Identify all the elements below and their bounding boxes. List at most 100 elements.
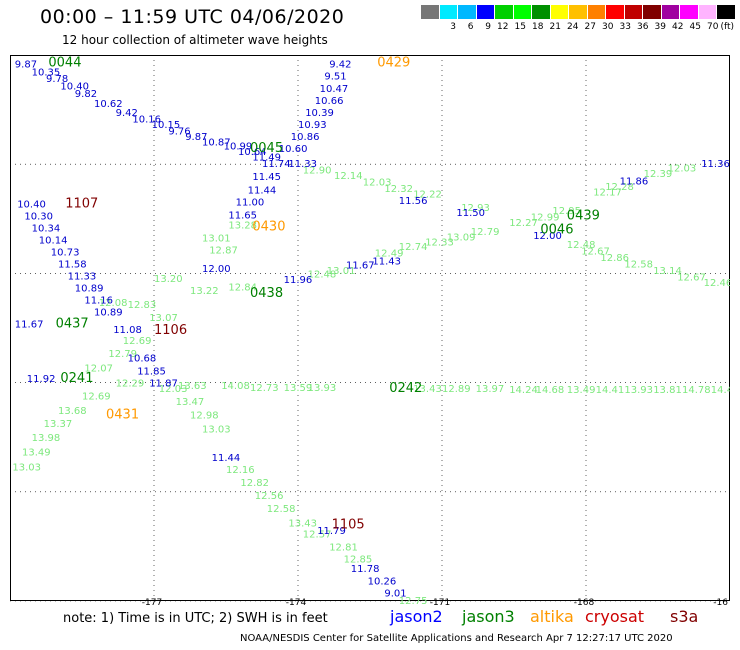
jason3-wave-value: 12.81 xyxy=(329,542,358,553)
jason3-wave-value: 13.93 xyxy=(308,383,337,394)
pass-time-label: 0429 xyxy=(377,56,410,71)
x-tick-label: -174 xyxy=(286,598,307,605)
jason2-wave-value: 9.76 xyxy=(168,126,190,137)
scale-swatch xyxy=(550,5,569,19)
jason2-wave-value: 11.08 xyxy=(113,325,142,336)
credit-line: NOAA/NESDIS Center for Satellite Applica… xyxy=(240,633,673,644)
jason2-wave-value: 9.42 xyxy=(329,60,351,71)
jason2-wave-value: 11.86 xyxy=(620,177,649,188)
jason3-wave-value: 12.29 xyxy=(116,379,145,390)
jason3-wave-value: 13.98 xyxy=(32,433,61,444)
jason3-wave-value: 12.58 xyxy=(624,260,653,271)
jason3-wave-value: 13.37 xyxy=(44,419,73,430)
color-scale-labels: 3 6 9 12 15 18 21 24 27 30 33 36 39 42 45 70 (ft) xyxy=(421,22,734,32)
jason3-wave-value: 12.48 xyxy=(308,269,337,280)
jason3-wave-value: 12.03 xyxy=(363,178,392,189)
jason2-wave-value: 11.00 xyxy=(236,197,265,208)
scale-label: 42 xyxy=(672,22,684,32)
jason2-wave-value: 11.49 xyxy=(252,153,281,164)
x-tick-label: -177 xyxy=(142,598,162,605)
pass-time-label: 0046 xyxy=(540,223,573,238)
jason2-wave-value: 10.99 xyxy=(224,142,253,153)
jason2-wave-value: 10.73 xyxy=(51,248,80,259)
jason3-wave-value: 12.99 xyxy=(531,213,560,224)
jason2-wave-value: 10.89 xyxy=(94,308,123,319)
scale-label: 39 xyxy=(654,22,666,32)
jason3-wave-value: 13.43 xyxy=(413,384,442,395)
legend-altika: altika xyxy=(530,607,574,626)
scale-swatch xyxy=(587,5,606,19)
jason3-wave-value: 14.08 xyxy=(221,381,250,392)
scale-swatch xyxy=(476,5,495,19)
jason2-wave-value: 9.82 xyxy=(75,89,97,100)
jason2-wave-value: 11.87 xyxy=(149,379,178,390)
jason3-wave-value: 14.68 xyxy=(536,385,565,396)
jason2-wave-value: 9.78 xyxy=(46,74,68,85)
jason3-wave-value: 13.01 xyxy=(202,233,231,244)
scale-label: 33 xyxy=(619,22,631,32)
scale-swatch xyxy=(421,5,440,19)
jason2-wave-value: 11.65 xyxy=(228,210,257,221)
jason2-wave-value: 10.39 xyxy=(305,108,334,119)
scale-label: 15 xyxy=(514,22,526,32)
pass-time-label: 0241 xyxy=(60,371,93,386)
jason3-wave-value: 12.82 xyxy=(240,478,269,489)
scale-unit: (ft) xyxy=(720,22,735,32)
scale-swatch xyxy=(532,5,551,19)
jason3-wave-value: 12.17 xyxy=(593,188,622,199)
jason3-wave-value: 12.69 xyxy=(82,392,111,403)
pass-time-label: 0045 xyxy=(250,141,283,156)
jason2-wave-value: 9.01 xyxy=(384,588,406,599)
jason3-wave-value: 12.56 xyxy=(255,491,284,502)
jason2-wave-value: 11.96 xyxy=(284,275,313,286)
jason3-wave-value: 12.32 xyxy=(384,184,413,195)
jason3-wave-value: 12.28 xyxy=(605,182,634,193)
jason3-wave-value: 12.39 xyxy=(644,169,673,180)
jason3-wave-value: 13.81 xyxy=(653,385,682,396)
scale-swatch xyxy=(661,5,680,19)
jason2-wave-value: 10.40 xyxy=(60,82,89,93)
jason2-wave-value: 11.92 xyxy=(27,374,56,385)
jason3-wave-value: 13.22 xyxy=(190,286,219,297)
jason3-wave-value: 12.74 xyxy=(399,242,428,253)
scale-swatch xyxy=(717,5,736,19)
legend-cryosat: cryosat xyxy=(585,607,645,626)
jason3-wave-value: 14.24 xyxy=(509,385,538,396)
legend-jason3: jason3 xyxy=(462,607,515,626)
scale-label: 24 xyxy=(567,22,579,32)
jason3-wave-value: 12.16 xyxy=(226,465,255,476)
scale-label: 12 xyxy=(497,22,509,32)
scale-swatch xyxy=(513,5,532,19)
jason2-wave-value: 11.67 xyxy=(15,320,44,331)
jason3-wave-value: 12.33 xyxy=(425,238,454,249)
jason3-wave-value: 12.79 xyxy=(471,227,500,238)
jason3-wave-value: 12.85 xyxy=(344,554,373,565)
jason3-wave-value: 13.28 xyxy=(228,220,257,231)
jason3-wave-value: 12.98 xyxy=(190,410,219,421)
jason3-wave-value: 13.47 xyxy=(176,397,205,408)
jason3-wave-value: 12.84 xyxy=(228,283,257,294)
pass-time-label: 1107 xyxy=(65,197,98,212)
scale-label: 45 xyxy=(689,22,701,32)
pass-time-label: 1105 xyxy=(332,518,365,533)
scale-label: 27 xyxy=(584,22,596,32)
jason2-wave-value: 10.64 xyxy=(238,147,267,158)
jason2-wave-value: 11.50 xyxy=(456,208,485,219)
jason3-wave-value: 12.57 xyxy=(303,529,332,540)
jason2-wave-value: 11.33 xyxy=(288,159,317,170)
pass-time-label: 0437 xyxy=(56,317,89,332)
footer-note: note: 1) Time is in UTC; 2) SWH is in fe… xyxy=(63,611,328,626)
pass-time-label: 0438 xyxy=(250,286,283,301)
jason2-wave-value: 11.33 xyxy=(68,272,97,283)
jason3-wave-value: 12.14 xyxy=(334,171,363,182)
pass-time-label: 0044 xyxy=(48,56,81,71)
jason2-wave-value: 10.35 xyxy=(32,67,61,78)
jason2-wave-value: 10.87 xyxy=(202,137,231,148)
scale-label xyxy=(421,22,439,32)
jason2-wave-value: 10.47 xyxy=(320,84,349,95)
scale-swatch xyxy=(495,5,514,19)
scale-swatch xyxy=(458,5,477,19)
jason2-wave-value: 11.44 xyxy=(248,185,277,196)
pass-time-label: 1106 xyxy=(154,323,187,338)
